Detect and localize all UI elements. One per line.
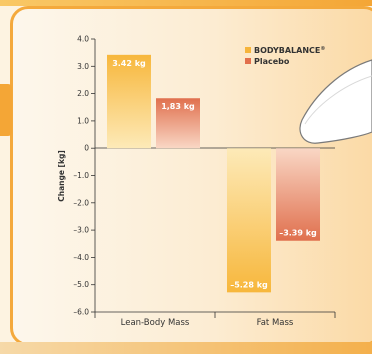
legend-swatch-bodybalance — [245, 47, 251, 53]
bar-bodybalance-0 — [107, 54, 151, 149]
y-axis-ticks: 4.0 3.0 2.0 1.0 0 –1.0 –2.0 –3.0 –4.0 –5.0 –6.0 — [73, 35, 95, 317]
x-category-label: Fat Mass — [257, 318, 294, 328]
y-tick-label: –4.0 — [73, 253, 89, 262]
bar-value-label: 3.42 kg — [112, 59, 146, 68]
legend-label-bodybalance: BODYBALANCE® — [254, 46, 325, 55]
legend-label-placebo: Placebo — [254, 57, 290, 66]
y-tick-label: –6.0 — [73, 308, 89, 317]
bar-value-label: –5.28 kg — [230, 280, 268, 289]
y-tick-label: 2.0 — [77, 89, 89, 98]
legend: BODYBALANCE® Placebo — [245, 46, 325, 66]
bar-placebo-1 — [276, 148, 320, 241]
y-tick-label: 4.0 — [77, 35, 89, 44]
legend-swatch-placebo — [245, 58, 251, 64]
bar-placebo-0 — [156, 98, 200, 149]
y-tick-label: –5.0 — [73, 280, 89, 289]
y-tick-label: 0 — [84, 144, 89, 153]
y-axis-label: Change [kg] — [57, 150, 66, 202]
bar-value-label: 1,83 kg — [161, 102, 195, 111]
x-category-label: Lean-Body Mass — [121, 318, 190, 328]
bar-labels-group: 3.42 kg –5.28 kg 1,83 kg –3.39 kg — [112, 59, 317, 290]
bar-value-label: –3.39 kg — [279, 229, 317, 238]
y-tick-label: –1.0 — [73, 171, 89, 180]
y-tick-label: 3.0 — [77, 62, 89, 71]
top-accent-strip — [0, 0, 372, 6]
left-accent-tab — [0, 84, 12, 136]
bars-group — [107, 54, 320, 293]
y-tick-label: –3.0 — [73, 226, 89, 235]
bottom-accent-strip — [0, 342, 372, 354]
y-tick-label: 1.0 — [77, 116, 89, 125]
bar-bodybalance-1 — [227, 148, 271, 293]
y-tick-label: –2.0 — [73, 198, 89, 207]
decorative-device-icon — [299, 59, 372, 144]
x-axis-categories: Lean-Body Mass Fat Mass — [94, 312, 336, 328]
